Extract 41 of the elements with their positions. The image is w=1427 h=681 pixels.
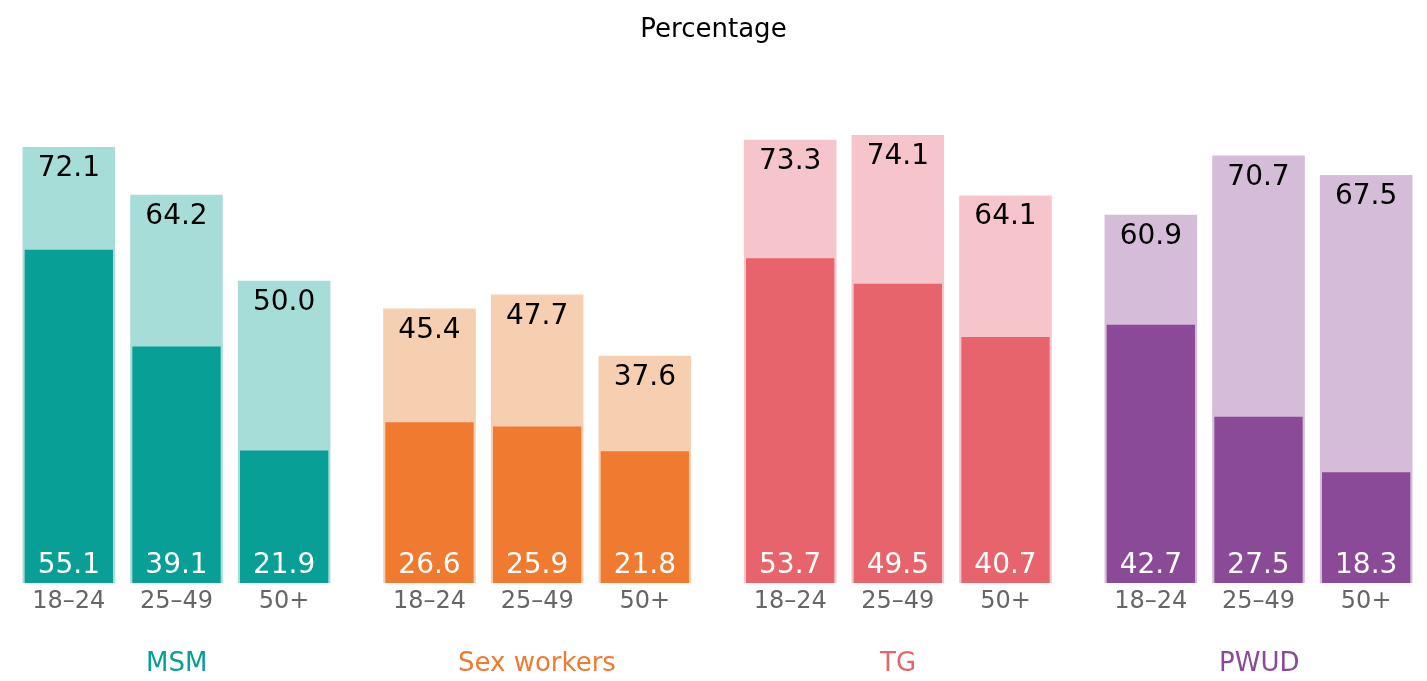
- data-label: 50.0: [252, 283, 316, 317]
- data-label: 53.7: [759, 547, 822, 580]
- chart-title: Percentage: [640, 13, 787, 44]
- data-label: 42.7: [1119, 547, 1183, 580]
- x-tick-label: 25–49: [139, 586, 214, 614]
- data-label: 64.1: [974, 198, 1037, 232]
- data-label: 73.3: [759, 142, 822, 176]
- data-label: 55.1: [37, 547, 100, 580]
- x-tick-label: 25–49: [1221, 586, 1296, 614]
- x-tick-label: 18–24: [32, 586, 106, 614]
- x-tick-label: 18–24: [753, 586, 827, 614]
- data-label: 40.7: [974, 547, 1037, 580]
- x-tick-label: 25–49: [861, 586, 935, 614]
- x-tick-label: 18–24: [1114, 586, 1188, 614]
- data-label: 70.7: [1227, 158, 1290, 192]
- data-label: 21.8: [613, 547, 676, 580]
- x-tick-label: 50+: [980, 586, 1031, 614]
- text: PWUD: [1219, 647, 1300, 677]
- data-label: 67.5: [1334, 177, 1398, 211]
- data-label: 18.3: [1335, 547, 1398, 580]
- data-label: 21.9: [252, 547, 316, 580]
- data-label: 39.1: [145, 547, 208, 580]
- data-label: 60.9: [1119, 217, 1183, 251]
- x-tick-label: 25–49: [500, 586, 574, 614]
- data-label: 27.5: [1227, 547, 1290, 580]
- data-label: 25.9: [505, 547, 569, 580]
- data-label: 74.1: [866, 138, 930, 171]
- x-tick-label: 18–24: [392, 586, 467, 614]
- x-tick-label: 50+: [258, 586, 310, 614]
- data-label: 72.1: [37, 150, 101, 184]
- data-label: 26.6: [398, 547, 461, 580]
- data-label: 45.4: [398, 311, 461, 345]
- data-label: 37.6: [613, 358, 676, 392]
- x-tick-label: 50+: [1340, 586, 1392, 614]
- data-label: 64.2: [145, 197, 208, 231]
- text: TG: [879, 647, 917, 677]
- data-label: 49.5: [866, 547, 930, 580]
- data-label: 47.7: [505, 297, 569, 331]
- text: Sex workers: [458, 647, 616, 677]
- text: MSM: [146, 647, 208, 677]
- x-tick-label: 50+: [619, 586, 671, 614]
